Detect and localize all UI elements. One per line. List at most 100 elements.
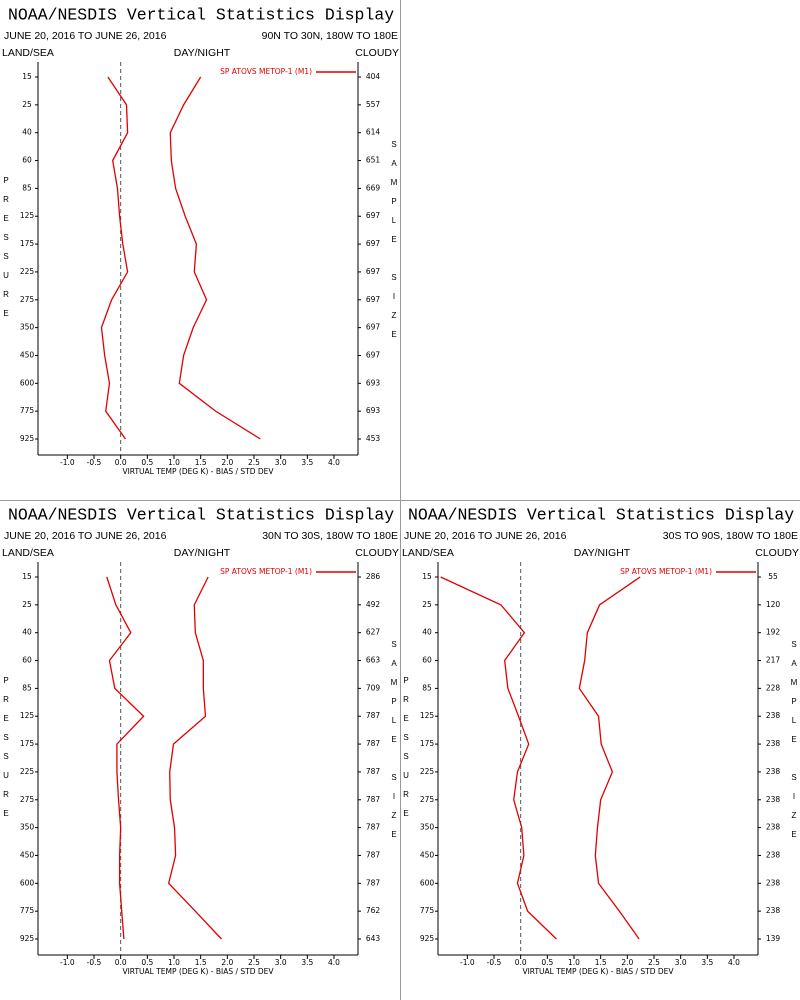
y-tick-label: 450 — [20, 850, 35, 859]
panel: NOAA/NESDIS Vertical Statistics Display J… — [402, 505, 800, 976]
std-dev-line — [167, 576, 222, 940]
panel-title: NOAA/NESDIS Vertical Statistics Display — [8, 5, 394, 24]
region: 30N TO 30S, 180W TO 180E — [262, 530, 398, 542]
y-tick-label: 125 — [20, 211, 35, 220]
x-tick-label: 0.0 — [515, 958, 527, 967]
header-right: CLOUDY — [355, 47, 399, 59]
y-tick-label: 15 — [422, 572, 432, 581]
sample-size-label: 643 — [366, 934, 381, 943]
y-tick-label: 85 — [22, 683, 32, 692]
sample-size-label: 627 — [366, 628, 381, 637]
bias-line — [106, 576, 145, 940]
x-axis-label: VIRTUAL TEMP (DEG K) - BIAS / STD DEV — [522, 967, 674, 976]
bias-line — [100, 76, 129, 440]
y-tick-label: 775 — [20, 906, 35, 915]
x-tick-label: 4.0 — [728, 958, 740, 967]
panel: NOAA/NESDIS Vertical Statistics Display J… — [2, 5, 400, 476]
x-tick-label: -1.0 — [460, 958, 475, 967]
date-range: JUNE 20, 2016 TO JUNE 26, 2016 — [404, 530, 567, 542]
y-tick-label: 775 — [420, 906, 435, 915]
sample-size-label: 238 — [766, 878, 781, 887]
y-tick-label: 60 — [22, 156, 32, 165]
x-tick-label: 0.5 — [141, 958, 153, 967]
sample-size-label: 697 — [366, 211, 381, 220]
sample-size-label: 238 — [766, 711, 781, 720]
x-tick-label: 3.5 — [701, 958, 713, 967]
x-tick-label: 1.0 — [568, 958, 580, 967]
sample-size-label: 557 — [366, 100, 381, 109]
sample-size-label: 787 — [366, 878, 381, 887]
y-tick-label: 175 — [20, 739, 35, 748]
region: 90N TO 30N, 180W TO 180E — [262, 30, 398, 42]
x-tick-label: -0.5 — [87, 958, 102, 967]
x-tick-label: 4.0 — [328, 958, 340, 967]
x-axis-label: VIRTUAL TEMP (DEG K) - BIAS / STD DEV — [122, 967, 274, 976]
x-tick-label: 3.5 — [301, 458, 313, 467]
bias-line — [440, 576, 557, 940]
sample-size-label: 120 — [766, 600, 781, 609]
date-range: JUNE 20, 2016 TO JUNE 26, 2016 — [4, 30, 167, 42]
header-right: CLOUDY — [355, 547, 399, 559]
x-tick-label: 3.0 — [275, 958, 287, 967]
y-axis-label: PRESSURE — [2, 176, 11, 328]
sample-size-label: 139 — [766, 934, 781, 943]
y2-axis-label: SAMPLE SIZE — [390, 140, 399, 349]
y-tick-label: 600 — [420, 878, 435, 887]
legend-label: SP ATOVS METOP-1 (M1) — [220, 567, 312, 576]
x-tick-label: 1.0 — [168, 958, 180, 967]
y-tick-label: 225 — [20, 767, 35, 776]
sample-size-label: 286 — [366, 572, 381, 581]
sample-size-label: 697 — [366, 323, 381, 332]
sample-size-label: 787 — [366, 823, 381, 832]
sample-size-label: 192 — [766, 628, 781, 637]
x-tick-label: 1.0 — [168, 458, 180, 467]
x-tick-label: 2.0 — [221, 458, 233, 467]
y-tick-label: 60 — [22, 656, 32, 665]
sample-size-label: 697 — [366, 239, 381, 248]
header-left: LAND/SEA — [402, 547, 454, 559]
y-tick-label: 350 — [20, 823, 35, 832]
x-tick-label: 0.0 — [115, 458, 127, 467]
y-tick-label: 275 — [20, 795, 35, 804]
y-tick-label: 925 — [20, 934, 35, 943]
y-tick-label: 15 — [22, 72, 32, 81]
sample-size-label: 453 — [366, 434, 381, 443]
sample-size-label: 238 — [766, 767, 781, 776]
sample-size-label: 693 — [366, 378, 381, 387]
region: 30S TO 90S, 180W TO 180E — [663, 530, 798, 542]
y-tick-label: 25 — [22, 100, 32, 109]
x-tick-label: 1.5 — [595, 958, 607, 967]
x-tick-label: 0.0 — [115, 958, 127, 967]
sample-size-label: 669 — [366, 183, 381, 192]
panel-title: NOAA/NESDIS Vertical Statistics Display — [8, 505, 394, 524]
std-dev-line — [578, 576, 641, 940]
y-axis-label: PRESSURE — [2, 676, 11, 828]
y2-axis-label: SAMPLE SIZE — [390, 640, 399, 849]
y-tick-label: 275 — [420, 795, 435, 804]
y-tick-label: 60 — [422, 656, 432, 665]
sample-size-label: 614 — [366, 128, 381, 137]
x-tick-label: 2.0 — [221, 958, 233, 967]
sample-size-label: 697 — [366, 267, 381, 276]
y-tick-label: 85 — [22, 183, 32, 192]
y-tick-label: 125 — [20, 711, 35, 720]
y-tick-label: 25 — [22, 600, 32, 609]
header-center: DAY/NIGHT — [174, 47, 231, 59]
y-tick-label: 600 — [20, 378, 35, 387]
x-tick-label: 1.5 — [195, 458, 207, 467]
header-center: DAY/NIGHT — [174, 547, 231, 559]
y-tick-label: 40 — [422, 628, 432, 637]
y-tick-label: 925 — [20, 434, 35, 443]
y-tick-label: 40 — [22, 628, 32, 637]
y-tick-label: 350 — [420, 823, 435, 832]
x-tick-label: 0.5 — [541, 958, 553, 967]
header-center: DAY/NIGHT — [574, 547, 631, 559]
y-tick-label: 350 — [20, 323, 35, 332]
x-tick-label: -1.0 — [60, 458, 75, 467]
panel-title: NOAA/NESDIS Vertical Statistics Display — [408, 505, 794, 524]
y-tick-label: 450 — [20, 350, 35, 359]
x-tick-label: 1.5 — [195, 958, 207, 967]
header-left: LAND/SEA — [2, 547, 54, 559]
sample-size-label: 787 — [366, 711, 381, 720]
x-axis-label: VIRTUAL TEMP (DEG K) - BIAS / STD DEV — [122, 467, 274, 476]
